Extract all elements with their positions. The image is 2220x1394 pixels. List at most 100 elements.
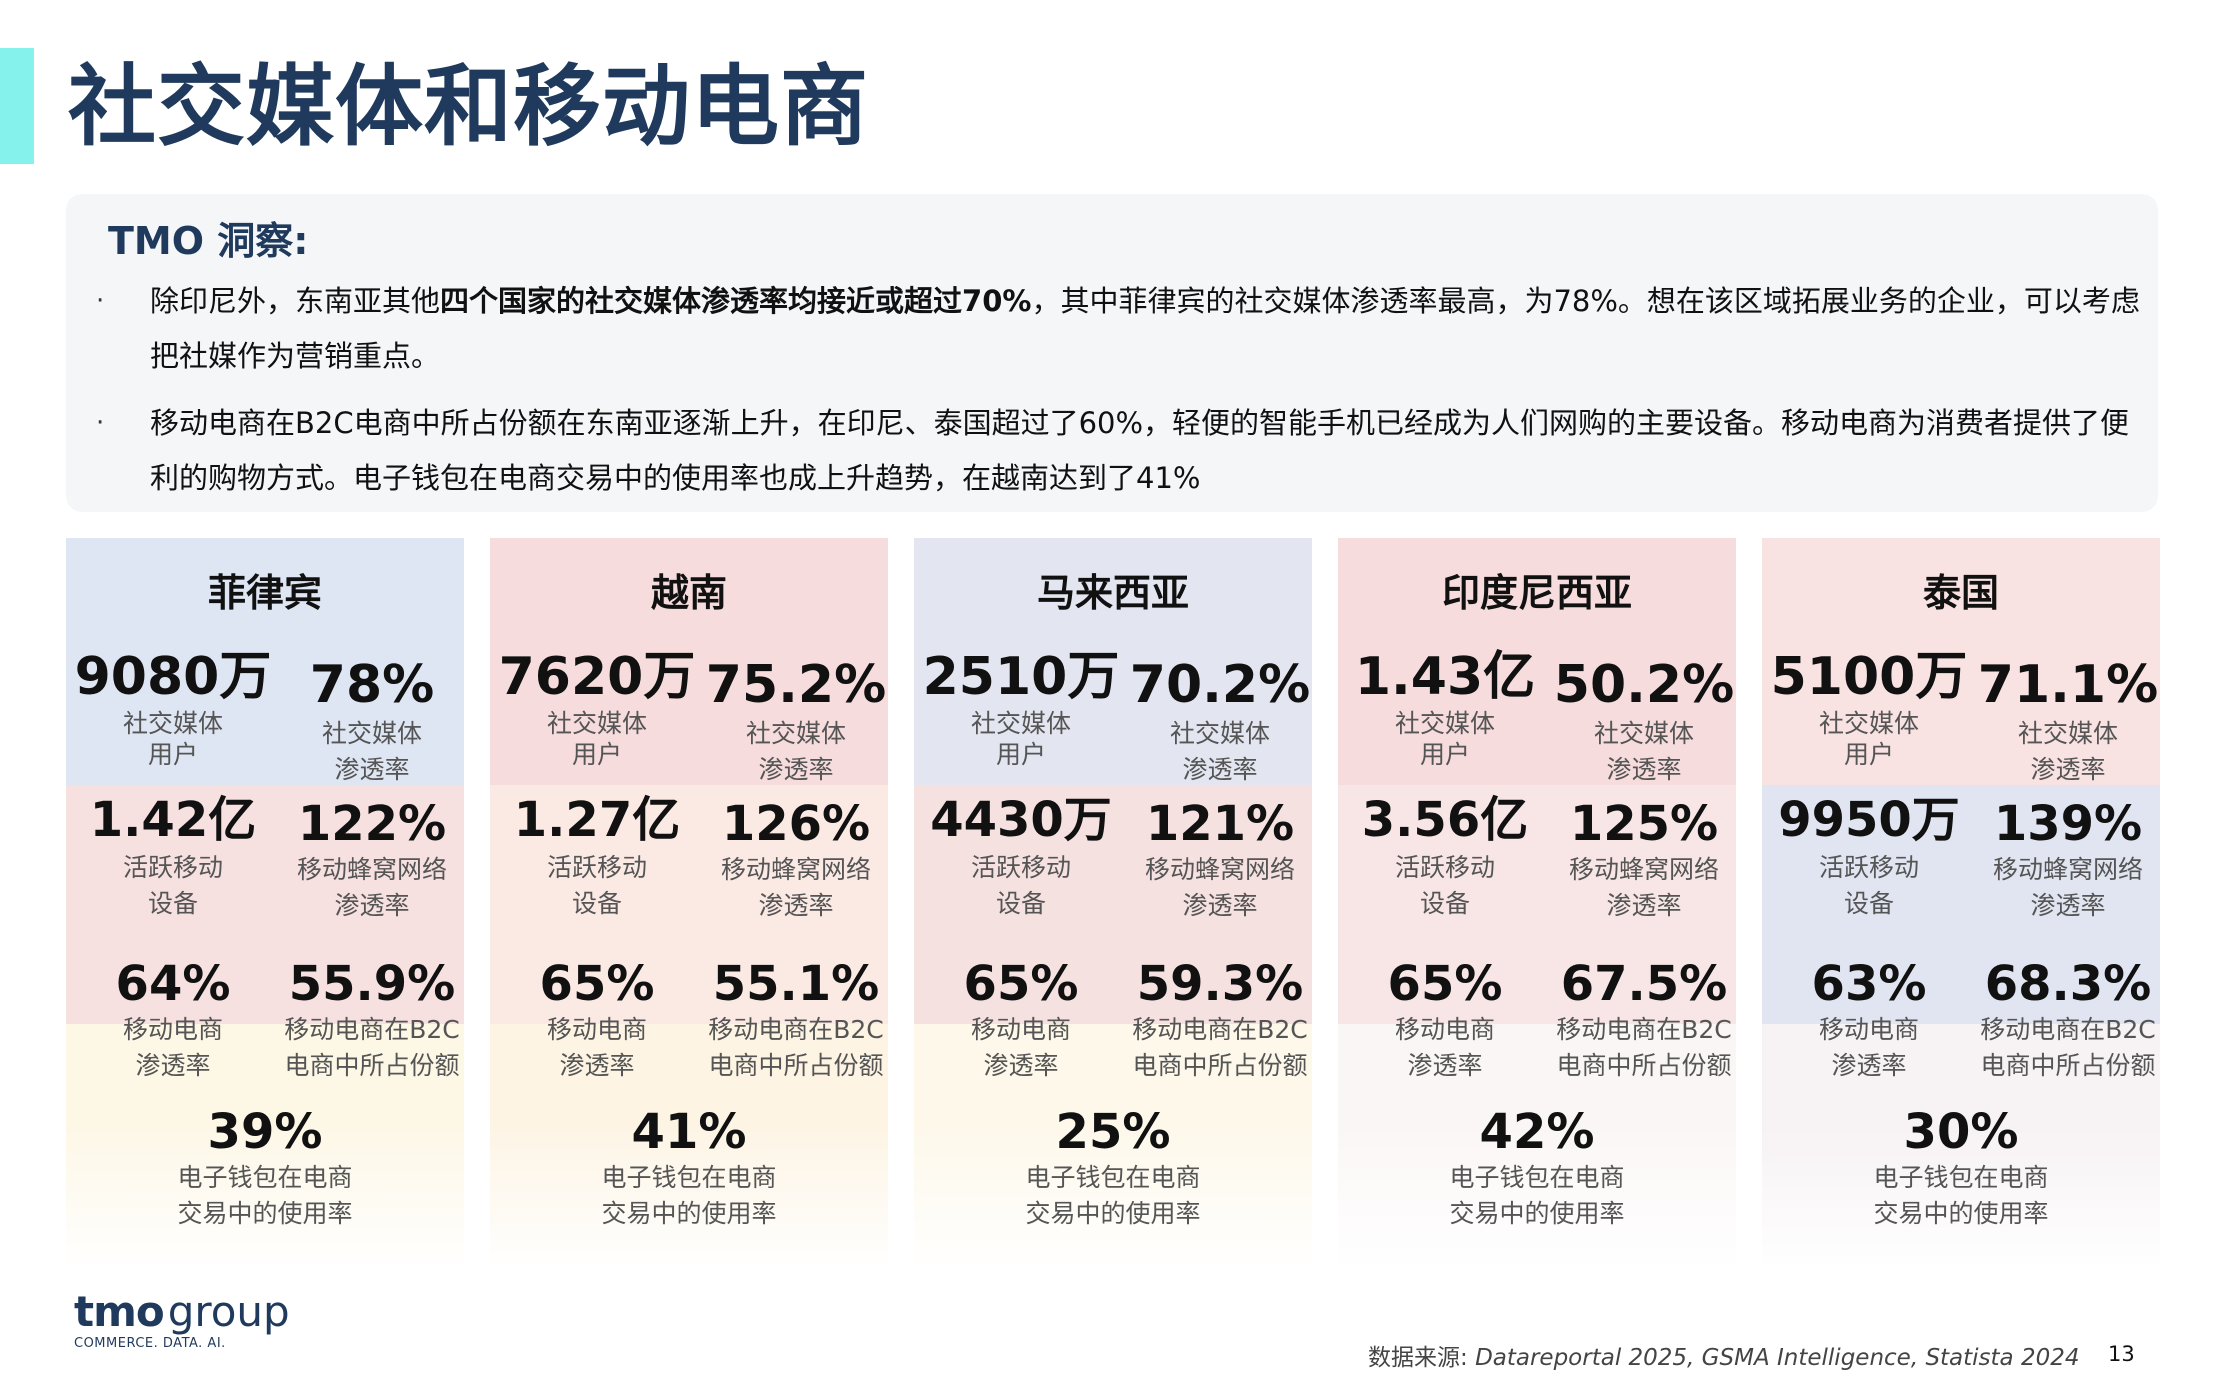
stat-value: 70.2% [1129,655,1311,715]
insight-box: TMO 洞察: · 除印尼外，东南亚其他四个国家的社交媒体渗透率均接近或超过70… [66,194,2158,512]
insight-bullet-1: · 除印尼外，东南亚其他四个国家的社交媒体渗透率均接近或超过70%，其中菲律宾的… [96,274,2146,384]
stat-active-devices: 1.27亿 活跃移动 设备 [490,790,704,922]
stat-b2c-share: 55.1% 移动电商在B2C 电商中所占份额 [704,956,888,1084]
stat-label: 电商中所占份额 [708,1051,884,1080]
stat-label: 渗透率 [1606,755,1682,784]
stat-value: 59.3% [1136,956,1304,1012]
stat-social-users: 2510万 社交媒体 用户 [914,646,1128,770]
stat-value: 42% [1479,1104,1595,1160]
stat-value: 78% [309,655,435,715]
stat-label: 社交媒体 [745,719,846,748]
country-name: 菲律宾 [207,571,322,615]
country-card-malaysia: 马来西亚 2510万 社交媒体 用户 70.2% 社交媒体 渗透率 4430万 … [914,538,1312,1264]
country-card-indonesia: 印度尼西亚 1.43亿 社交媒体 用户 50.2% 社交媒体 渗透率 3.56亿… [1338,538,1736,1264]
insight-bullet-1-text: 除印尼外，东南亚其他四个国家的社交媒体渗透率均接近或超过70%，其中菲律宾的社交… [150,284,2140,373]
stat-label: 电子钱包在电商 [1025,1163,1201,1192]
stat-label: 移动电商 [122,1015,223,1044]
stat-value: 9080万 [74,647,272,707]
logo-tagline: COMMERCE. DATA. AI. [74,1336,226,1351]
stat-label: 社交媒体 [970,709,1071,738]
stat-value: 30% [1903,1104,2019,1160]
stat-social-penetration: 71.1% 社交媒体 渗透率 [1976,654,2160,788]
stat-cellular-penetration: 125% 移动蜂窝网络 渗透率 [1552,796,1736,924]
data-source-text: Datareportal 2025, GSMA Intelligence, St… [1475,1345,2080,1371]
stat-label: 社交媒体 [2017,719,2118,748]
stat-label: 渗透率 [334,891,410,920]
stat-label: 社交媒体 [1818,709,1919,738]
stat-b2c-share: 67.5% 移动电商在B2C 电商中所占份额 [1552,956,1736,1084]
stat-label: 交易中的使用率 [177,1199,353,1228]
stat-value: 63% [1811,956,1927,1012]
stat-label: 渗透率 [334,755,410,784]
stat-label: 电子钱包在电商 [177,1163,353,1192]
stat-value: 68.3% [1984,956,2152,1012]
country-name: 马来西亚 [1036,571,1189,615]
stat-label: 社交媒体 [122,709,223,738]
stat-value: 1.27亿 [513,792,681,848]
stat-label: 移动电商 [1394,1015,1495,1044]
page-number: 13 [2108,1342,2135,1366]
stat-b2c-share: 59.3% 移动电商在B2C 电商中所占份额 [1128,956,1312,1084]
stat-value: 2510万 [922,647,1120,707]
stat-cellular-penetration: 122% 移动蜂窝网络 渗透率 [280,796,464,924]
flag-background [1338,538,1736,1264]
stat-value: 4430万 [930,792,1112,848]
stat-mcommerce-penetration: 65% 移动电商 渗透率 [490,956,704,1084]
stat-label: 交易中的使用率 [1025,1199,1201,1228]
stat-value: 41% [631,1104,747,1160]
stat-cellular-penetration: 139% 移动蜂窝网络 渗透率 [1976,796,2160,924]
stat-value: 67.5% [1560,956,1728,1012]
stat-label: 活跃移动 [122,853,223,882]
stat-label: 移动蜂窝网络 [296,855,447,884]
stat-value: 39% [207,1104,323,1160]
stat-value: 1.42亿 [89,792,257,848]
stat-value: 1.43亿 [1354,647,1536,707]
stat-value: 55.1% [712,956,880,1012]
stat-label: 移动电商在B2C [1132,1015,1308,1044]
stat-active-devices: 9950万 活跃移动 设备 [1762,790,1976,922]
stat-label: 设备 [571,889,622,918]
bullet-marker: · [96,286,105,316]
stat-social-penetration: 75.2% 社交媒体 渗透率 [704,654,888,788]
stat-label: 用户 [147,740,198,769]
stat-social-penetration: 78% 社交媒体 渗透率 [280,654,464,788]
stat-label: 电子钱包在电商 [1873,1163,2049,1192]
stat-label: 设备 [1843,889,1894,918]
stat-label: 交易中的使用率 [601,1199,777,1228]
stat-label: 电子钱包在电商 [601,1163,777,1192]
stat-label: 渗透率 [758,891,834,920]
stat-social-users: 1.43亿 社交媒体 用户 [1338,646,1552,770]
stat-label: 活跃移动 [546,853,647,882]
stat-ewallet-usage: 42% 电子钱包在电商 交易中的使用率 [1338,1104,1736,1232]
stat-label: 移动电商 [970,1015,1071,1044]
flag-background [1762,538,2160,1264]
stat-value: 121% [1145,796,1295,852]
data-source-prefix: 数据来源: [1368,1345,1476,1371]
stat-social-penetration: 70.2% 社交媒体 渗透率 [1128,654,1312,788]
stat-label: 移动电商 [546,1015,647,1044]
country-name: 越南 [650,571,727,615]
stat-label: 活跃移动 [1394,853,1495,882]
stat-label: 移动电商在B2C [708,1015,884,1044]
country-card-vietnam: 越南 7620万 社交媒体 用户 75.2% 社交媒体 渗透率 1.27亿 活跃… [490,538,888,1264]
stat-label: 社交媒体 [1593,719,1694,748]
stat-label: 渗透率 [1606,891,1682,920]
stat-value: 7620万 [498,647,696,707]
stat-social-users: 9080万 社交媒体 用户 [66,646,280,770]
stat-label: 电商中所占份额 [1556,1051,1732,1080]
stat-value: 122% [297,796,447,852]
stat-ewallet-usage: 41% 电子钱包在电商 交易中的使用率 [490,1104,888,1232]
stat-social-penetration: 50.2% 社交媒体 渗透率 [1552,654,1736,788]
stat-active-devices: 3.56亿 活跃移动 设备 [1338,790,1552,922]
stat-label: 活跃移动 [970,853,1071,882]
stat-label: 社交媒体 [1394,709,1495,738]
stat-mcommerce-penetration: 64% 移动电商 渗透率 [66,956,280,1084]
country-card-philippines: 菲律宾 9080万 社交媒体 用户 78% 社交媒体 渗透率 1.42亿 活跃移… [66,538,464,1264]
stat-label: 移动电商在B2C [1556,1015,1732,1044]
stat-b2c-share: 68.3% 移动电商在B2C 电商中所占份额 [1976,956,2160,1084]
stat-label: 移动蜂窝网络 [1992,855,2143,884]
stat-value: 3.56亿 [1361,792,1529,848]
stat-value: 126% [721,796,871,852]
insight-title: TMO 洞察: [108,219,309,263]
stat-ewallet-usage: 25% 电子钱包在电商 交易中的使用率 [914,1104,1312,1232]
